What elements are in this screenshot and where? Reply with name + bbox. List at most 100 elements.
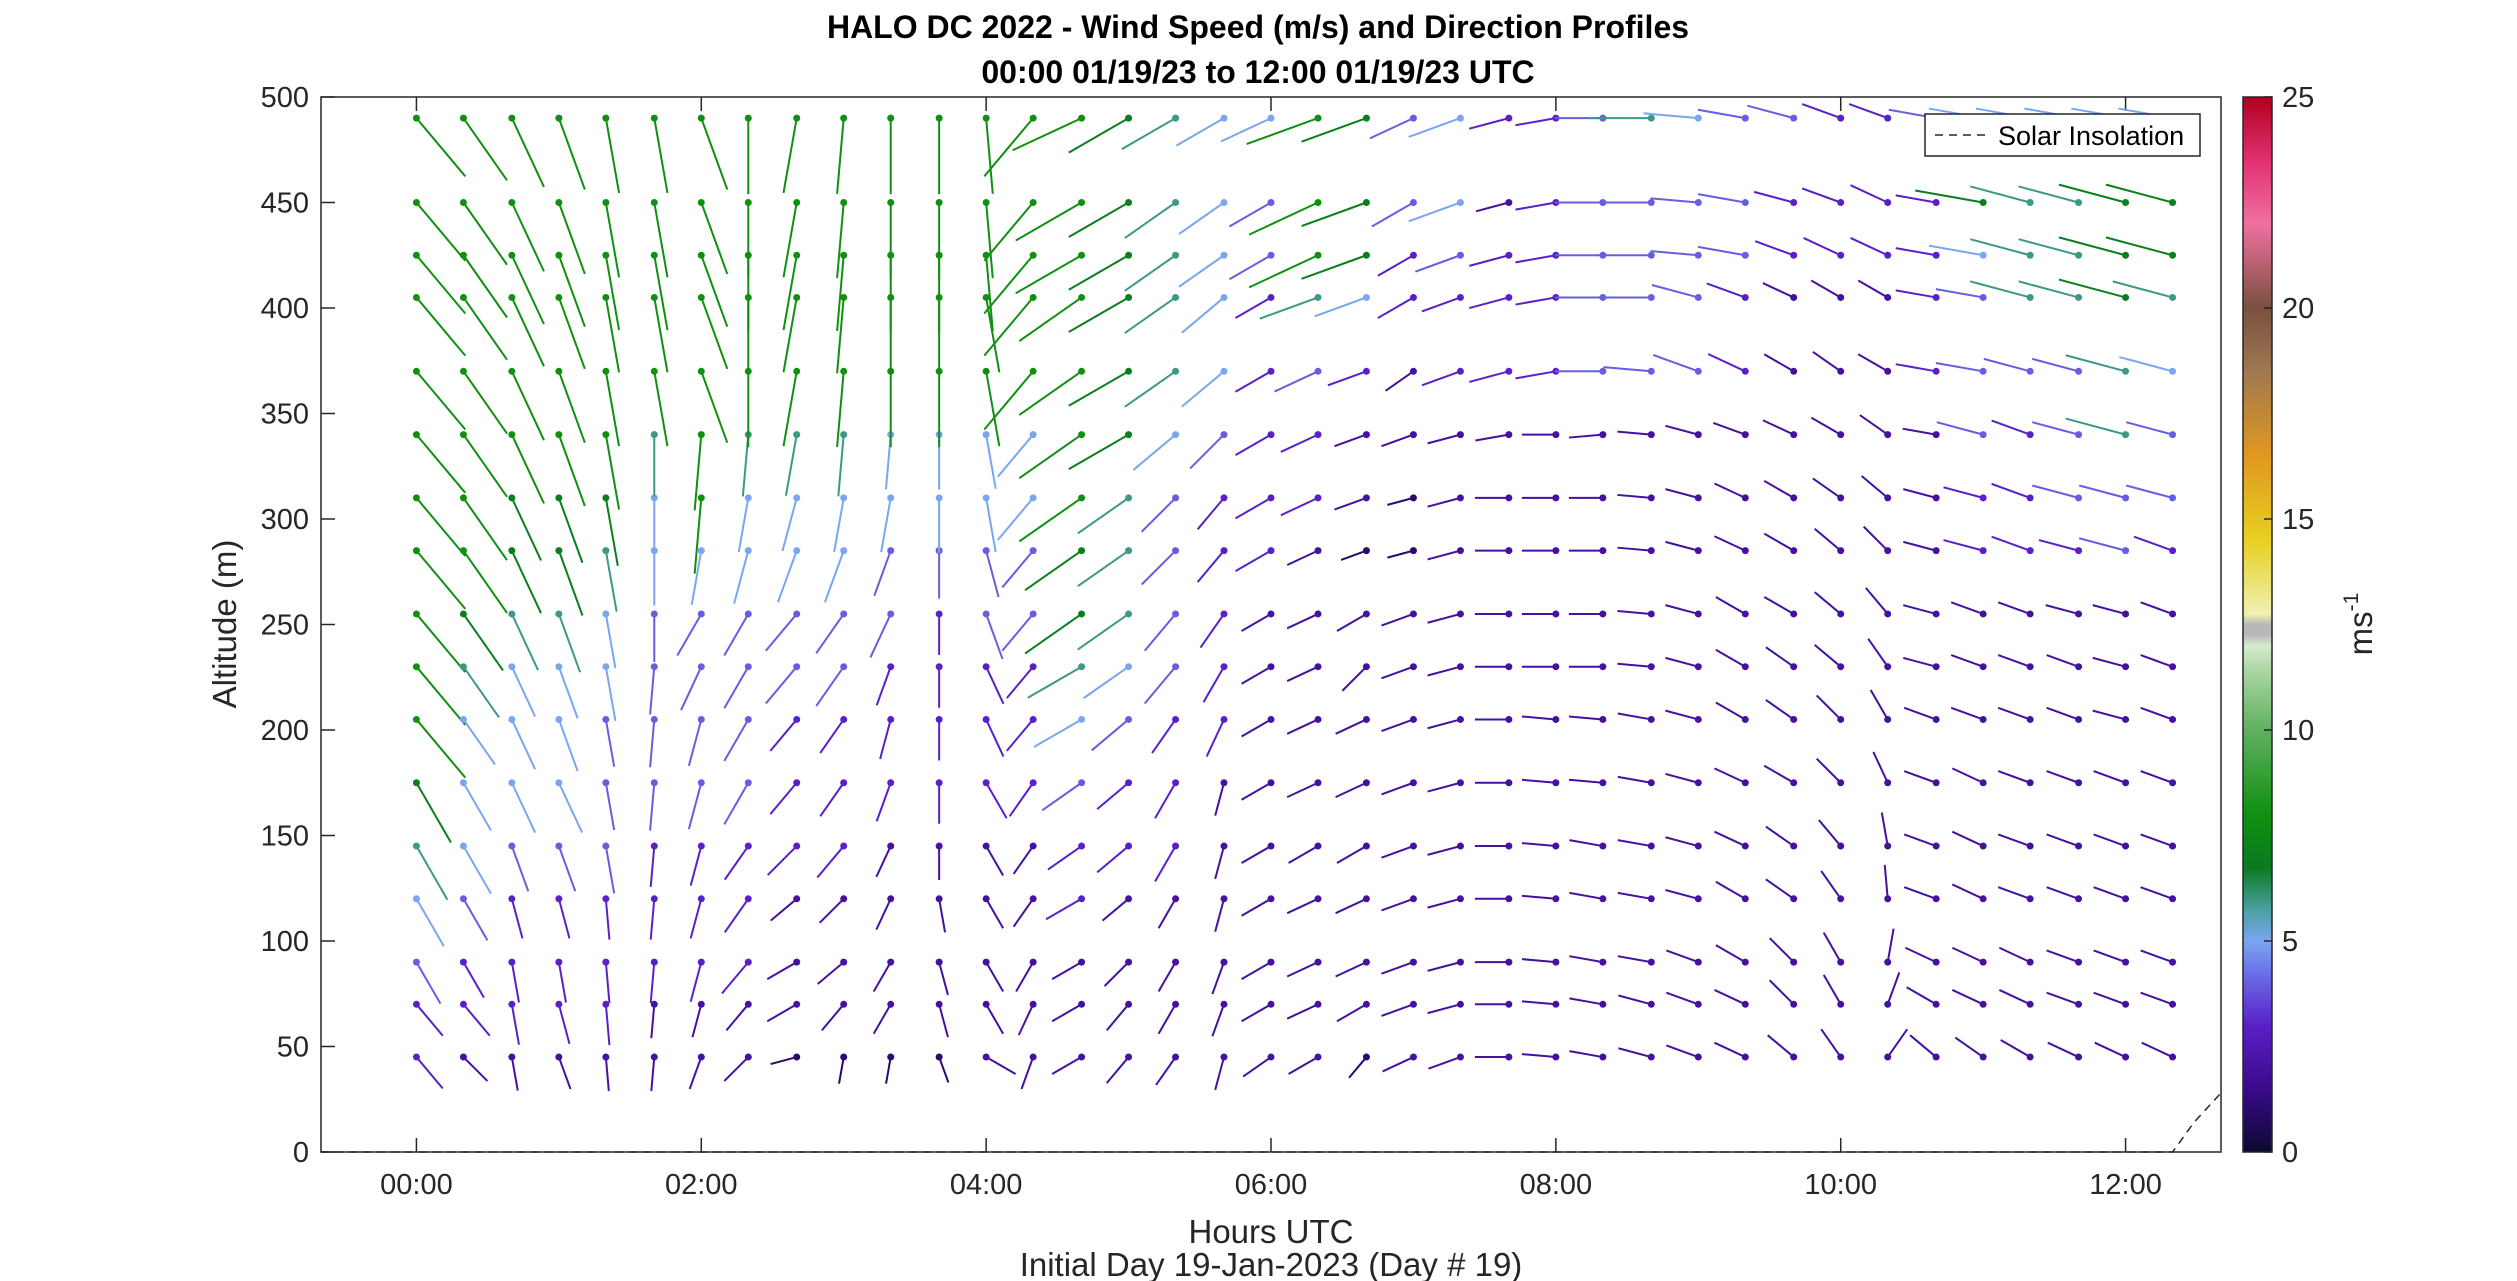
footer-label: Initial Day 19-Jan-2023 (Day # 19) — [1020, 1246, 1523, 1281]
wind-vector — [604, 202, 621, 278]
wind-vector — [1753, 190, 1794, 204]
wind-vector — [1714, 1041, 1746, 1058]
wind-vector-point — [1599, 547, 1607, 555]
wind-vector — [1665, 836, 1699, 848]
wind-vector — [733, 550, 750, 605]
wind-vector-point — [1078, 610, 1086, 618]
wind-vector — [1006, 666, 1034, 699]
wind-vector — [1617, 546, 1652, 552]
wind-vector — [604, 782, 616, 831]
wind-vector — [557, 297, 586, 370]
wind-vector — [1880, 812, 1889, 847]
wind-vector-point — [1884, 663, 1892, 671]
wind-vector — [1665, 991, 1699, 1006]
wind-vector-point — [2169, 367, 2177, 375]
wind-vector — [1381, 845, 1414, 859]
wind-vector-point — [2075, 293, 2083, 301]
wind-vector-point — [1505, 199, 1513, 206]
wind-vector — [1228, 254, 1272, 281]
wind-vector-point — [1932, 367, 1940, 375]
wind-vector-point — [1172, 663, 1180, 671]
wind-vector — [2125, 484, 2173, 499]
wind-vector-point — [1552, 547, 1560, 555]
wind-vector-point — [1314, 494, 1322, 502]
wind-vector-point — [1932, 431, 1940, 439]
wind-vector-point — [555, 1000, 563, 1008]
wind-vector — [836, 118, 845, 194]
wind-vector — [1196, 550, 1225, 583]
wind-vector-point — [697, 1053, 705, 1061]
wind-vector — [557, 117, 586, 190]
wind-vector — [1414, 254, 1461, 273]
wind-vector — [1969, 238, 2031, 257]
wind-vector-point — [2075, 779, 2083, 787]
wind-vector-point — [1694, 114, 1702, 122]
wind-vector — [1234, 296, 1272, 319]
wind-vector-point — [1932, 199, 1940, 206]
wind-vector — [415, 1056, 444, 1090]
wind-vector-point — [1979, 251, 1987, 259]
wind-vector-point — [412, 610, 420, 618]
wind-vector-point — [1456, 199, 1464, 206]
wind-vector-point — [1409, 547, 1417, 555]
wind-vector — [2078, 537, 2126, 552]
wind-vector-point — [1694, 1053, 1702, 1061]
wind-vector — [1617, 712, 1652, 721]
wind-vector — [415, 961, 442, 1005]
wind-vector-point — [1172, 494, 1180, 502]
wind-vector — [1096, 781, 1130, 810]
wind-vector — [1617, 775, 1652, 784]
wind-vector — [1714, 830, 1746, 847]
wind-vector — [1280, 433, 1319, 453]
wind-vector-point — [1790, 494, 1798, 502]
wind-vector-point — [1362, 251, 1370, 259]
wind-vector — [1812, 350, 1842, 373]
wind-vector-point — [2026, 251, 2034, 259]
wind-vector-point — [2026, 494, 2034, 502]
wind-vector — [2093, 991, 2126, 1006]
wind-vector-point — [1078, 895, 1086, 903]
wind-vector — [770, 1056, 797, 1066]
wind-vector — [1189, 433, 1225, 470]
wind-vector-point — [555, 663, 563, 671]
wind-vector — [1012, 845, 1034, 875]
wind-vector-point — [1979, 663, 1987, 671]
y-tick-label: 0 — [293, 1137, 309, 1169]
wind-vector-point — [1029, 114, 1037, 122]
wind-vector — [1603, 366, 1652, 373]
wind-vector-point — [508, 251, 516, 259]
wind-vector-point — [982, 895, 990, 903]
wind-vector — [2065, 354, 2126, 373]
wind-vector-point — [1456, 610, 1464, 618]
wind-vector — [1714, 482, 1746, 499]
x-tick-label: 12:00 — [2089, 1169, 2162, 1201]
wind-vector-point — [1505, 663, 1513, 671]
wind-vector — [462, 550, 508, 614]
wind-vector-point — [2122, 715, 2130, 723]
wind-vector — [1327, 370, 1367, 387]
wind-vector — [1903, 833, 1937, 847]
wind-vector-point — [1790, 663, 1798, 671]
wind-vector — [723, 1056, 749, 1082]
wind-vector — [510, 613, 539, 671]
wind-vector — [1234, 433, 1272, 456]
wind-vector-point — [412, 494, 420, 502]
wind-vector — [415, 718, 467, 779]
wind-vector-point — [602, 610, 610, 618]
wind-vector-point — [1741, 715, 1749, 723]
wind-vector — [1848, 103, 1889, 120]
wind-vector-point — [508, 367, 516, 375]
wind-vector — [1936, 421, 1984, 436]
wind-vector — [1124, 254, 1177, 292]
wind-vector-point — [1029, 199, 1037, 206]
wind-vector-point — [1647, 610, 1655, 618]
wind-vector-point — [1505, 367, 1513, 375]
wind-vector-point — [935, 663, 943, 671]
wind-vector — [985, 118, 994, 194]
wind-vector-point — [1837, 293, 1845, 301]
wind-vector-point — [1694, 494, 1702, 502]
wind-vector-point — [1029, 431, 1037, 439]
wind-vector-point — [1029, 251, 1037, 259]
wind-vector — [985, 255, 994, 332]
